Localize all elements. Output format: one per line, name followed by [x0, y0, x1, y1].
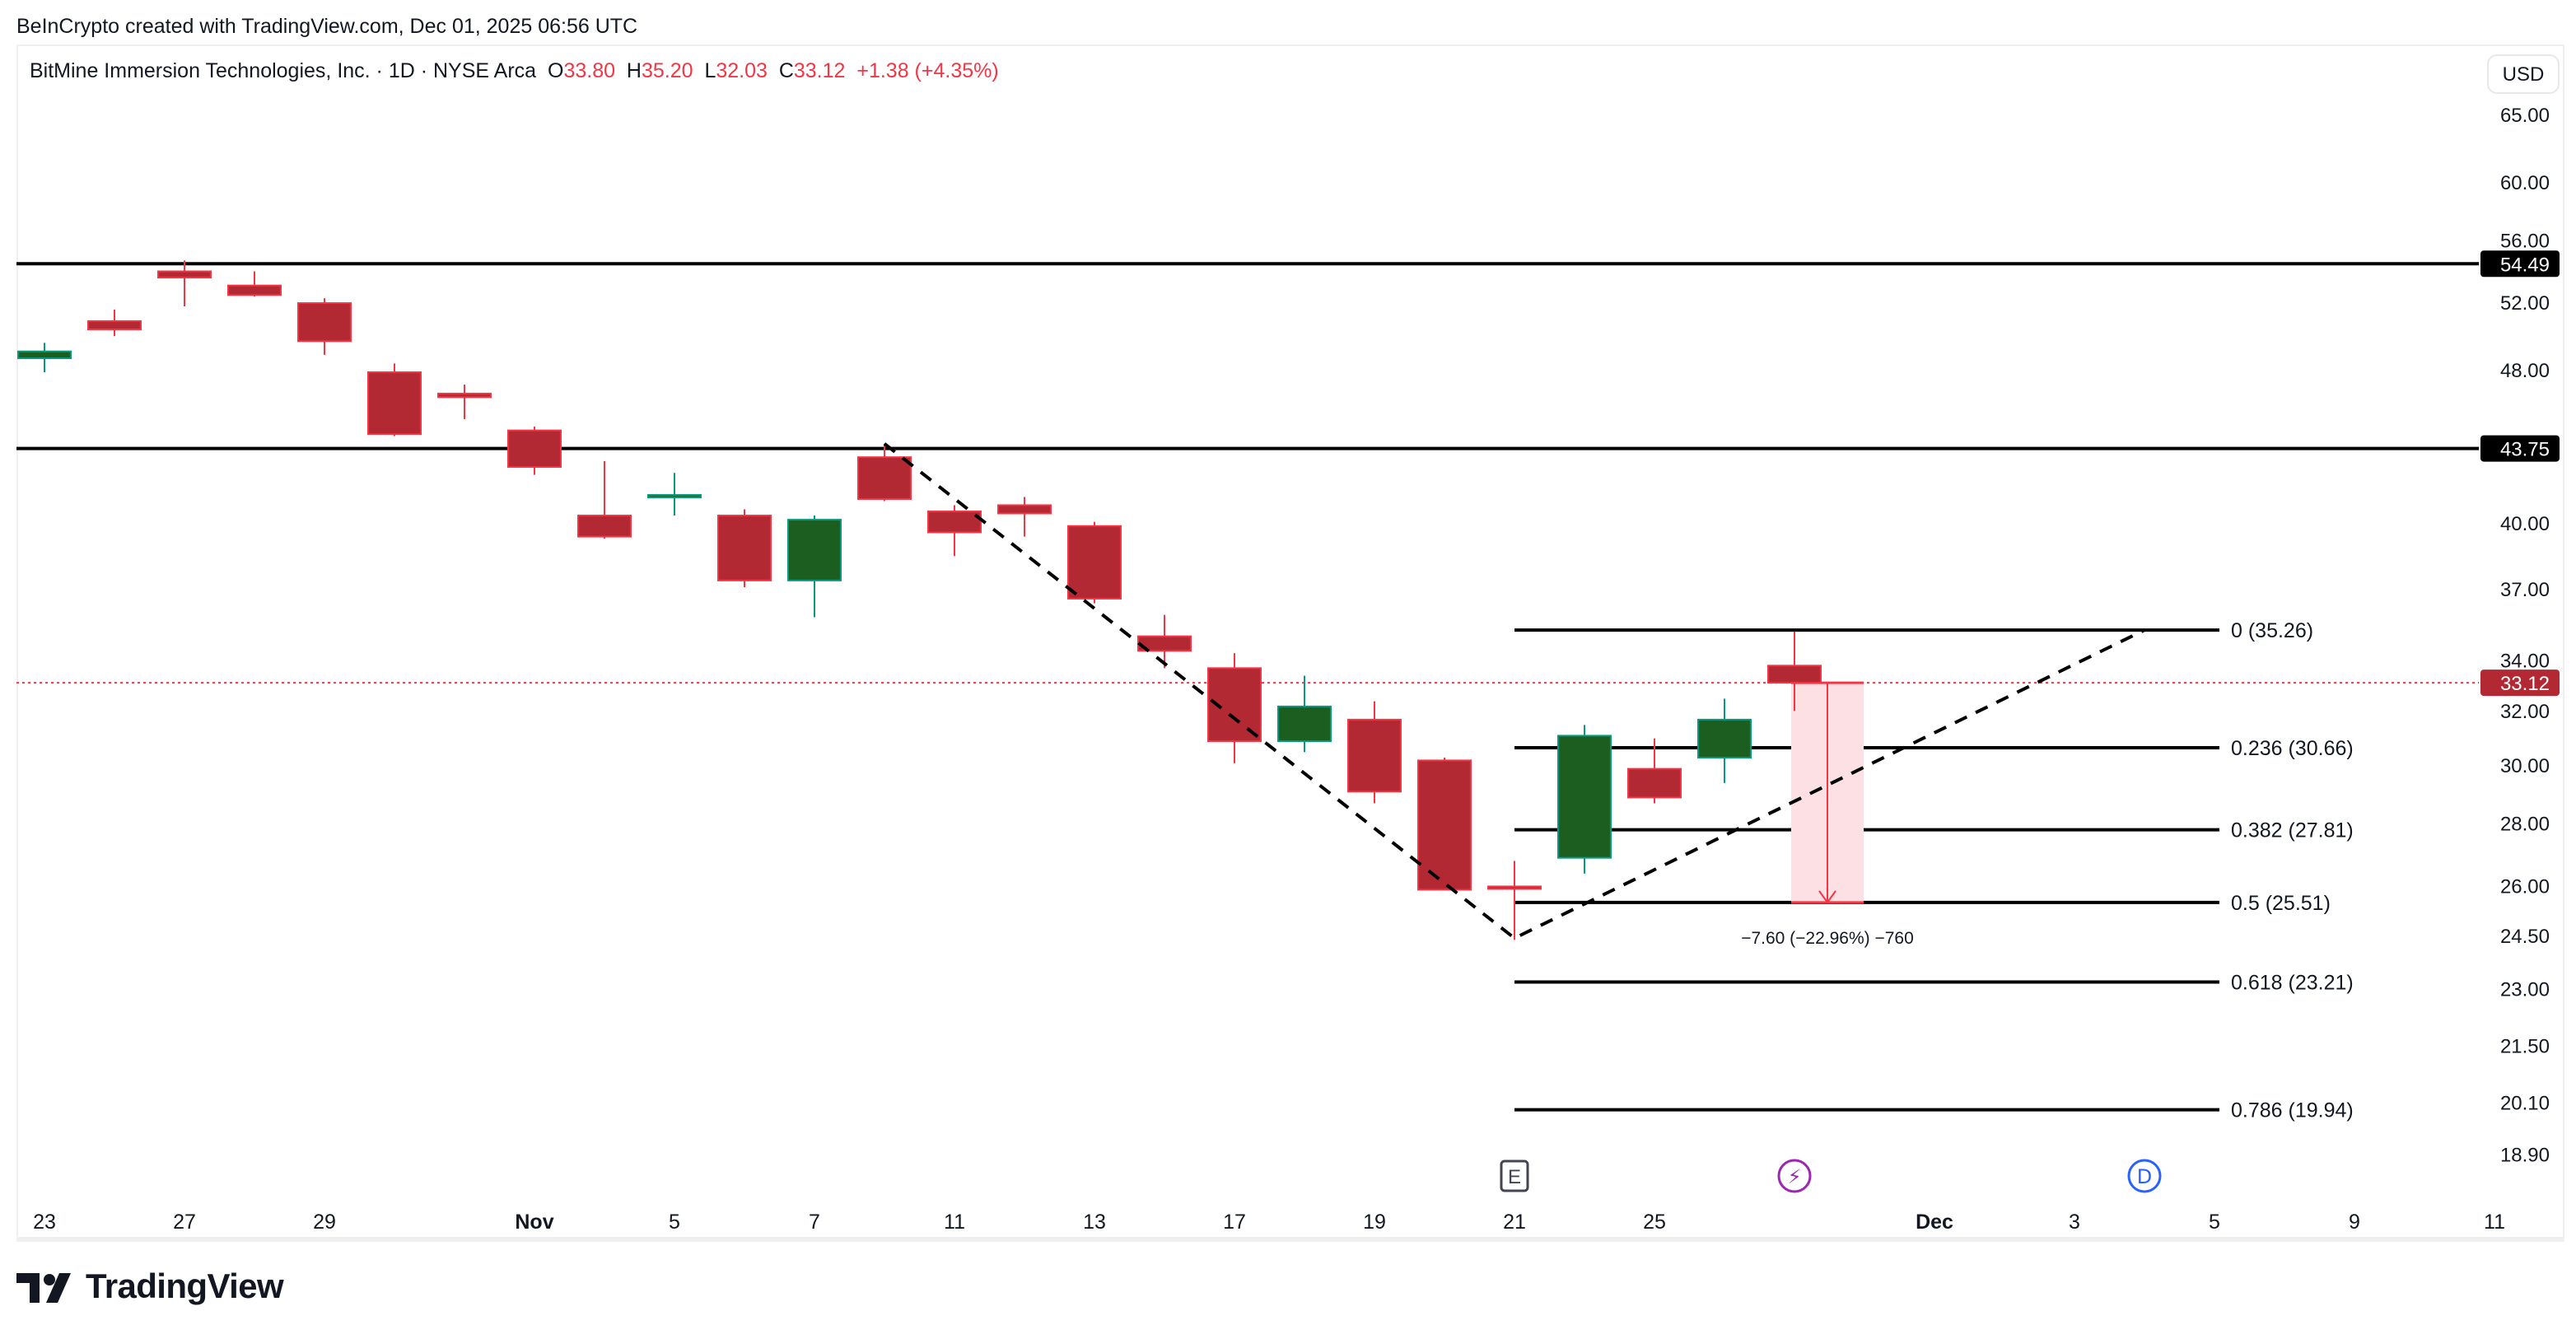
- candle-body: [927, 510, 982, 534]
- currency-button[interactable]: USD: [2487, 54, 2560, 94]
- candle-body: [1417, 759, 1472, 891]
- candle-body: [227, 284, 282, 296]
- y-tick-label: 56.00: [2500, 230, 2550, 252]
- candle-body: [297, 302, 352, 343]
- candle-body: [157, 270, 212, 279]
- candle-body: [1347, 718, 1402, 793]
- y-tick-label: 65.00: [2500, 105, 2550, 127]
- fib-level-label: 0.786 (19.94): [2231, 1099, 2354, 1122]
- open-value: 33.80: [563, 59, 615, 82]
- high-value: 35.20: [641, 59, 693, 82]
- y-tick-label: 20.10: [2500, 1092, 2550, 1114]
- x-tick-label: Dec: [1916, 1211, 1953, 1234]
- x-tick-label: 21: [1503, 1211, 1526, 1234]
- open-label: O: [547, 59, 564, 82]
- x-tick-label: 13: [1083, 1211, 1106, 1234]
- y-tick-label: 28.00: [2500, 814, 2550, 836]
- split-icon: [1777, 1159, 1812, 1193]
- y-tick-label: 48.00: [2500, 360, 2550, 382]
- last-price-label: 33.12: [2500, 673, 2550, 695]
- low-label: L: [704, 59, 716, 82]
- price-label-box: [2480, 250, 2560, 278]
- tradingview-logo: TradingView: [16, 1268, 284, 1308]
- x-tick-label: 3: [2069, 1211, 2080, 1234]
- fib-level-label: 0.618 (23.21): [2231, 971, 2354, 994]
- y-tick-label: 60.00: [2500, 172, 2550, 194]
- candle-body: [87, 320, 142, 330]
- x-tick-label: 11: [944, 1211, 965, 1234]
- y-tick-label: 18.90: [2500, 1144, 2550, 1166]
- candle-body: [17, 350, 72, 360]
- dividend-icon-glyph: D: [2137, 1165, 2152, 1188]
- symbol-name: BitMine Immersion Technologies, Inc. · 1…: [30, 59, 537, 82]
- y-tick-label: 21.50: [2500, 1036, 2550, 1058]
- x-tick-label: 19: [1363, 1211, 1386, 1234]
- candle-body: [507, 429, 562, 469]
- y-tick-label: 30.00: [2500, 755, 2550, 777]
- price-label: 43.75: [2500, 439, 2550, 461]
- candle-body: [1557, 735, 1612, 859]
- fib-level-label: 0 (35.26): [2231, 619, 2313, 642]
- y-tick-label: 40.00: [2500, 513, 2550, 535]
- x-tick-label: 27: [173, 1211, 196, 1234]
- change-value: +1.38 (+4.35%): [856, 59, 999, 82]
- earnings-icon-glyph: E: [1508, 1166, 1521, 1188]
- x-tick-label: 23: [33, 1211, 56, 1234]
- y-tick-label: 23.00: [2500, 979, 2550, 1001]
- close-label: C: [778, 59, 794, 82]
- x-tick-label: Nov: [515, 1211, 553, 1234]
- candle-body: [437, 392, 492, 399]
- fib-level-label: 0.382 (27.81): [2231, 819, 2354, 842]
- y-tick-label: 52.00: [2500, 292, 2550, 315]
- x-tick-label: 11: [2484, 1211, 2505, 1234]
- price-label-box: [2480, 435, 2560, 462]
- y-tick-label: 26.00: [2500, 875, 2550, 898]
- x-tick-label: 17: [1223, 1211, 1246, 1234]
- candle-body: [367, 371, 422, 436]
- earnings-icon: [1500, 1159, 1529, 1192]
- close-value: 33.12: [793, 59, 846, 82]
- fib-level-label: 0.5 (25.51): [2231, 892, 2331, 915]
- tradingview-logo-icon: [16, 1273, 71, 1303]
- x-tick-label: 5: [669, 1211, 680, 1234]
- dividend-icon: [2127, 1159, 2162, 1193]
- brand-name: TradingView: [86, 1268, 284, 1306]
- candle-body: [1277, 705, 1332, 742]
- x-tick-label: 7: [809, 1211, 820, 1234]
- trend-dashed-line: [883, 442, 2145, 940]
- candle-body: [1067, 525, 1122, 600]
- last-price-label-box: [2480, 670, 2560, 697]
- measure-label: −7.60 (−22.96%) −760: [1741, 929, 1914, 948]
- x-tick-label: 29: [313, 1211, 336, 1234]
- candle-body: [577, 515, 632, 538]
- symbol-legend: BitMine Immersion Technologies, Inc. · 1…: [30, 59, 999, 82]
- candle-body: [1487, 885, 1542, 890]
- candle-body: [647, 494, 702, 499]
- split-icon-glyph: ⚡: [1788, 1165, 1802, 1188]
- candle-body: [787, 519, 842, 581]
- credit-text: BeInCrypto created with TradingView.com,…: [16, 15, 638, 38]
- candle-body: [717, 515, 772, 581]
- y-tick-label: 24.50: [2500, 926, 2550, 948]
- candle-body: [1767, 665, 1822, 684]
- high-label: H: [626, 59, 642, 82]
- y-tick-label: 37.00: [2500, 579, 2550, 601]
- chart-panel[interactable]: [16, 44, 2564, 1242]
- x-tick-label: 5: [2209, 1211, 2220, 1234]
- fib-level-label: 0.236 (30.66): [2231, 737, 2354, 760]
- x-tick-label: 9: [2349, 1211, 2360, 1234]
- low-value: 32.03: [716, 59, 768, 82]
- y-tick-label: 34.00: [2500, 650, 2550, 672]
- arrow-down-icon: [1818, 890, 1836, 904]
- y-tick-label: 32.00: [2500, 701, 2550, 723]
- candle-body: [857, 456, 912, 500]
- candle-body: [997, 504, 1052, 515]
- candle-body: [1627, 767, 1682, 799]
- candle-body: [1697, 718, 1752, 759]
- x-tick-label: 25: [1643, 1211, 1666, 1234]
- price-label: 54.49: [2500, 254, 2550, 276]
